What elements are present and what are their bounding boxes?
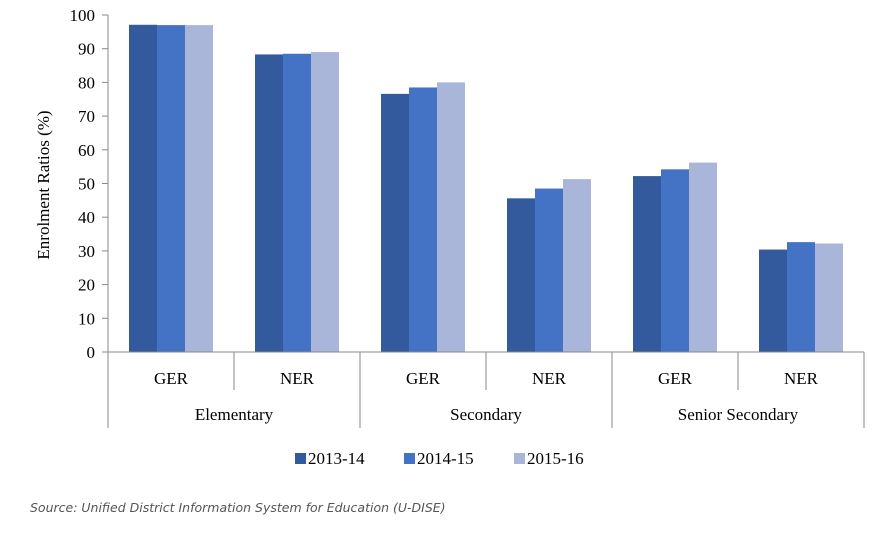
legend-label: 2015-16	[527, 449, 584, 468]
bar-2015-16-NER	[563, 179, 591, 352]
x-group-label: Secondary	[450, 405, 522, 424]
bar-2013-14-GER	[381, 93, 409, 352]
x-category-label: NER	[280, 369, 315, 388]
legend-swatch	[514, 453, 525, 464]
x-category-label: GER	[658, 369, 693, 388]
y-tick-label: 100	[70, 6, 96, 25]
y-tick-label: 0	[87, 343, 96, 362]
bar-2014-15-GER	[661, 169, 689, 352]
x-category-label: GER	[154, 369, 189, 388]
bar-2014-15-GER	[409, 87, 437, 352]
y-axis-label: Enrolment Ratios (%)	[34, 110, 53, 259]
y-tick-label: 30	[78, 242, 95, 261]
x-axis: GER NER GER NER GER NER Elementary Secondary Sen…	[107, 351, 865, 428]
y-tick-label: 70	[78, 107, 95, 126]
x-category-label: NER	[532, 369, 567, 388]
y-axis: 0 10 20 30 40 50 60 70 80 90 100	[70, 6, 109, 362]
source-note: Source: Unified District Information Sys…	[30, 500, 446, 515]
bar-2015-16-NER	[815, 243, 843, 352]
y-tick-label: 40	[78, 208, 95, 227]
x-category-label: GER	[406, 369, 441, 388]
y-tick-label: 90	[78, 40, 95, 59]
bar-2014-15-NER	[535, 188, 563, 352]
bar-2013-14-GER	[633, 176, 661, 352]
x-group-label: Elementary	[195, 405, 274, 424]
y-tick-label: 80	[78, 73, 95, 92]
bar-2015-16-GER	[437, 82, 465, 353]
legend: 2013-14 2014-15 2015-16	[295, 449, 584, 468]
legend-label: 2013-14	[308, 449, 365, 468]
bar-2015-16-GER	[689, 162, 717, 352]
y-tick-label: 20	[78, 276, 95, 295]
legend-swatch	[404, 453, 415, 464]
y-tick-label: 10	[78, 309, 95, 328]
bar-2014-15-NER	[283, 53, 311, 352]
y-tick-label: 50	[78, 175, 95, 194]
bar-2013-14-GER	[129, 24, 157, 352]
bar-2015-16-NER	[311, 52, 339, 352]
legend-label: 2014-15	[417, 449, 474, 468]
bar-2014-15-NER	[787, 242, 815, 352]
bar-2013-14-NER	[255, 54, 283, 352]
bar-2013-14-NER	[759, 249, 787, 352]
x-group-label: Senior Secondary	[678, 405, 799, 424]
legend-swatch	[295, 453, 306, 464]
y-tick-label: 60	[78, 141, 95, 160]
bars	[129, 24, 843, 353]
bar-2015-16-GER	[185, 25, 213, 353]
bar-2014-15-GER	[157, 25, 185, 353]
x-category-label: NER	[784, 369, 819, 388]
bar-2013-14-NER	[507, 198, 535, 352]
